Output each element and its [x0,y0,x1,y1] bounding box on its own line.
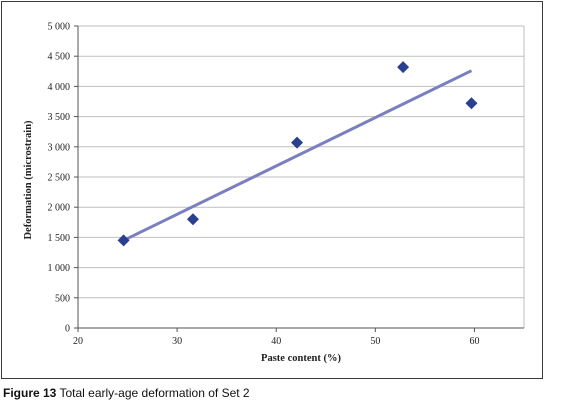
y-tick-label-10: 5 000 [48,22,71,33]
y-tick-label-0: 0 [65,324,70,335]
y-axis-title: Deformation (microstrain) [23,120,34,240]
caption-text: Total early-age deformation of Set 2 [59,386,250,400]
y-tick-label-9: 4 500 [48,52,71,63]
x-tick-label-1: 30 [172,336,182,347]
trendline [122,69,473,242]
x-axis-title: Paste content (%) [261,353,341,364]
x-tick-label-2: 40 [271,336,281,347]
x-tick-label-3: 50 [370,336,380,347]
y-tick-label-1: 500 [55,293,70,304]
data-point-2 [291,136,304,149]
data-point-3 [397,61,410,74]
y-tick-label-2: 1 000 [48,263,71,274]
x-tick-label-0: 20 [73,336,83,347]
y-tick-label-3: 1 500 [48,233,71,244]
figure-frame: 0 500 1 000 1 500 2 000 2 500 3 000 3 500 4 000 4… [1,1,543,379]
caption-label: Figure 13 [3,386,57,400]
y-tick-label-5: 2 500 [48,173,71,184]
scatter-chart: 0 500 1 000 1 500 2 000 2 500 3 000 3 500 4 000 4… [23,22,525,364]
data-point-4 [465,97,478,110]
y-tick-label-7: 3 500 [48,112,71,123]
y-tick-label-8: 4 000 [48,82,71,93]
y-tick-label-6: 3 000 [48,142,71,153]
figure-caption: Figure 13 Total early-age deformation of… [3,386,250,400]
y-tick-label-4: 2 000 [48,203,71,214]
data-point-1 [186,213,199,226]
x-tick-label-4: 60 [469,336,479,347]
data-point-0 [117,234,130,247]
